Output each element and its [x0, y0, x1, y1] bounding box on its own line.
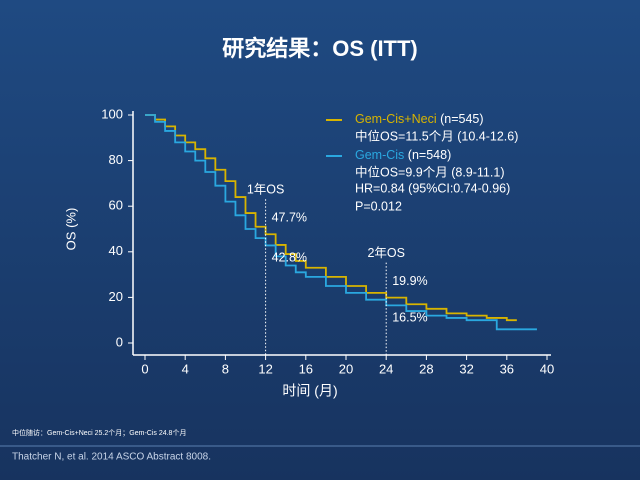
legend-median: 中位OS=9.9个月 (8.9-11.1) — [355, 164, 504, 179]
y-tick-label: 0 — [116, 334, 123, 349]
x-tick-label: 24 — [379, 361, 393, 376]
survival-curve — [145, 114, 537, 331]
survival-curve — [145, 114, 517, 322]
legend-entry: Gem-Cis+Neci (n=545) — [355, 112, 484, 126]
y-tick-label: 80 — [109, 152, 123, 167]
legend-entry: Gem-Cis (n=548) — [355, 148, 451, 162]
landmark-value: 19.9% — [392, 274, 427, 288]
legend-n: (n=548) — [408, 148, 451, 162]
x-tick-label: 20 — [339, 361, 353, 376]
chart-title: 研究结果：OS (ITT) — [222, 36, 418, 61]
landmark-value: 47.7% — [272, 211, 307, 225]
footnote: 中位随访：Gem-Cis+Neci 25.2个月；Gem-Cis 24.8个月 — [12, 428, 186, 437]
y-tick-label: 100 — [101, 106, 123, 121]
x-tick-label: 4 — [182, 361, 189, 376]
x-tick-label: 40 — [540, 361, 554, 376]
x-tick-label: 36 — [500, 361, 514, 376]
legend-median: 中位OS=11.5个月 (10.4-12.6) — [355, 128, 518, 143]
landmark-value: 16.5% — [392, 311, 427, 325]
x-tick-label: 12 — [258, 361, 272, 376]
legend-name: Gem-Cis — [355, 148, 404, 162]
citation: Thatcher N, et al. 2014 ASCO Abstract 80… — [12, 452, 211, 463]
x-axis-label: 时间 (月) — [282, 383, 337, 399]
x-tick-label: 28 — [419, 361, 433, 376]
stat: P=0.012 — [355, 199, 402, 213]
x-tick-label: 0 — [141, 361, 148, 376]
y-tick-label: 60 — [109, 198, 123, 213]
x-tick-label: 8 — [222, 361, 229, 376]
y-tick-label: 20 — [109, 289, 123, 304]
x-tick-label: 16 — [299, 361, 313, 376]
x-tick-label: 32 — [459, 361, 473, 376]
landmark-value: 42.8% — [272, 251, 307, 265]
legend-n: (n=545) — [440, 112, 483, 126]
y-tick-label: 40 — [109, 243, 123, 258]
y-axis-label: OS (%) — [63, 208, 78, 251]
stat: HR=0.84 (95%CI:0.74-0.96) — [355, 181, 510, 195]
landmark-label: 2年OS — [367, 246, 405, 260]
legend-name: Gem-Cis+Neci — [355, 112, 437, 126]
landmark-label: 1年OS — [247, 183, 285, 197]
